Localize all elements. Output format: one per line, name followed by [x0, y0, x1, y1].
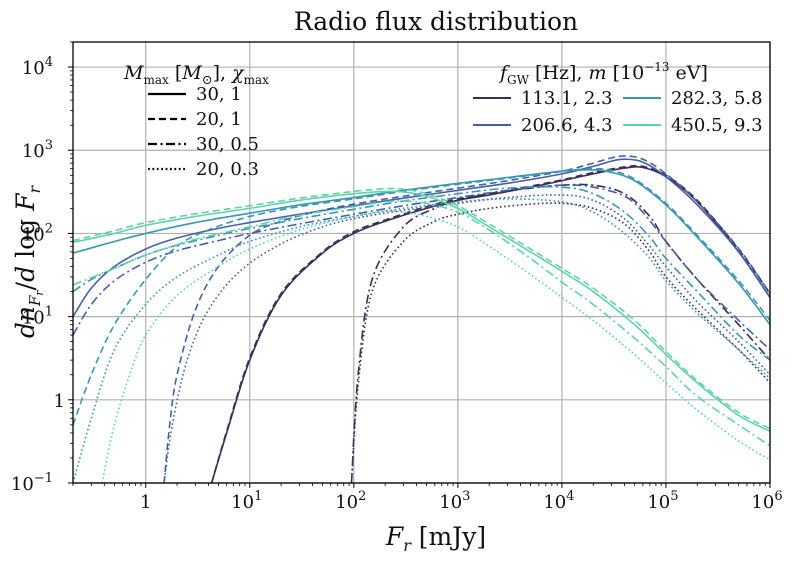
- series-line-1: [210, 164, 770, 483]
- series-line-15: [101, 210, 770, 483]
- legend-style-label: 30, 0.5: [196, 134, 259, 155]
- series-line-8: [73, 169, 770, 326]
- tick-label: 104: [543, 489, 574, 513]
- tick-labels: 1 101 102 103 104 105 106 10−1 1 101 102 103 104: [11, 41, 783, 513]
- series-line-7: [163, 194, 770, 483]
- tick-label: 104: [22, 55, 53, 79]
- legend-styles-title: Mmax [M⊙], χmax: [123, 62, 269, 88]
- legend-color-label: 282.3, 5.8: [671, 88, 763, 109]
- tick-label: 106: [751, 489, 782, 513]
- series-line-13: [73, 187, 770, 430]
- series-line-3: [350, 202, 770, 483]
- tick-label: 103: [439, 489, 470, 513]
- legend-color-label: 206.6, 4.3: [521, 115, 613, 136]
- tick-label: 1: [140, 492, 151, 513]
- tick-label: 102: [22, 221, 53, 245]
- tick-label: 10−1: [11, 471, 53, 495]
- tick-label: 102: [335, 489, 366, 513]
- series-line-9: [73, 167, 770, 426]
- legend-style-label: 30, 1: [196, 84, 242, 105]
- series-line-14: [73, 200, 770, 447]
- series-line-5: [163, 155, 770, 483]
- legend-style-label: 20, 1: [196, 109, 242, 130]
- plot-frame: [72, 41, 771, 484]
- tick-label: 1: [54, 391, 65, 412]
- series-line-6: [73, 184, 770, 351]
- chart-title: Radio flux distribution: [294, 7, 578, 36]
- legend-colors-title: fGW [Hz], m [10−13 eV]: [498, 60, 708, 87]
- grid-lines: [73, 42, 771, 484]
- x-axis-label: Fr [mJy]: [385, 522, 486, 555]
- legend-line-styles: Mmax [M⊙], χmax 30, 1 20, 1 30, 0.5 20, 0.3: [123, 62, 269, 180]
- tick-label: 101: [22, 305, 53, 329]
- series-group: [73, 155, 770, 483]
- y-axis-label: dnFr/d log Fr: [11, 185, 46, 339]
- series-line-11: [73, 198, 770, 483]
- series-line-12: [73, 190, 770, 432]
- legend-style-label: 20, 0.3: [196, 159, 259, 180]
- legend-color-label: 450.5, 9.3: [671, 115, 763, 136]
- legend-color-label: 113.1, 2.3: [521, 88, 613, 109]
- tick-label: 101: [231, 489, 262, 513]
- legend-colors: fGW [Hz], m [10−13 eV] 113.1, 2.3 206.6, …: [473, 60, 763, 136]
- tick-label: 103: [22, 138, 53, 162]
- series-line-4: [73, 158, 770, 318]
- tick-label: 105: [647, 489, 678, 513]
